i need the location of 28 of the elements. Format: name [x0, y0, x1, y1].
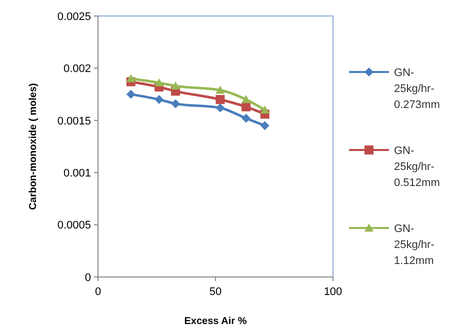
x-axis-title: Excess Air % — [184, 316, 247, 327]
point — [216, 103, 225, 112]
point — [242, 102, 251, 112]
x-tick-label: 100 — [324, 286, 342, 298]
legend-label: GN-25kg/hr-0.273mm — [394, 67, 440, 111]
point — [260, 121, 270, 130]
point — [154, 95, 164, 104]
legend-label: GN-25kg/hr-0.512mm — [394, 145, 440, 189]
x-tick-label: 50 — [209, 286, 222, 298]
point — [126, 74, 136, 82]
point — [216, 95, 225, 104]
x-tick-label: 0 — [94, 286, 102, 298]
y-tick-label: 0.0015 — [57, 115, 91, 128]
point — [171, 99, 180, 108]
y-axis-title: Carbon-monoxide ( moles) — [28, 83, 39, 210]
y-tick-label: 0 — [84, 272, 91, 284]
y-tick-label: 0.001 — [63, 167, 91, 180]
legend-label: GN-25kg/hr-1.12mm — [394, 223, 435, 267]
point — [126, 90, 136, 99]
point — [242, 95, 251, 104]
point — [260, 105, 270, 114]
y-tick-label: 0.0025 — [57, 10, 91, 23]
point — [216, 86, 225, 94]
y-tick-label: 0.002 — [63, 63, 91, 76]
point — [242, 114, 251, 123]
y-tick-label: 0.0005 — [57, 220, 91, 232]
point — [154, 78, 164, 86]
point — [171, 81, 180, 90]
